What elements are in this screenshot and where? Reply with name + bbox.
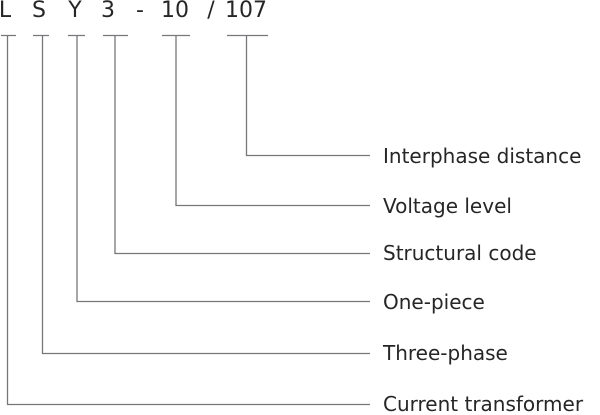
code-token-L: L — [0, 0, 12, 23]
callout-label-one-piece: One-piece — [383, 290, 485, 314]
connector-line-structural-code — [103, 34, 370, 255]
code-token-3: 3 — [101, 0, 115, 23]
code-token-107: 107 — [225, 0, 267, 23]
code-token-Y: Y — [68, 0, 82, 23]
callout-label-three-phase: Three-phase — [383, 341, 508, 365]
connector-line-one-piece — [68, 34, 370, 303]
connector-line-voltage-level — [162, 34, 370, 207]
callout-label-structural-code: Structural code — [383, 241, 537, 265]
callout-label-current-transformer: Current transformer — [383, 392, 584, 415]
callout-label-interphase-distance: Interphase distance — [383, 144, 582, 168]
connector-line-three-phase — [33, 34, 370, 355]
connector-line-interphase-distance — [227, 34, 370, 157]
code-token-slash: / — [207, 0, 215, 23]
connector-line-current-transformer — [1, 34, 370, 406]
code-token-hyphen: - — [136, 0, 144, 23]
code-token-10: 10 — [161, 0, 189, 23]
callout-label-voltage-level: Voltage level — [383, 194, 512, 218]
code-token-S: S — [32, 0, 46, 23]
